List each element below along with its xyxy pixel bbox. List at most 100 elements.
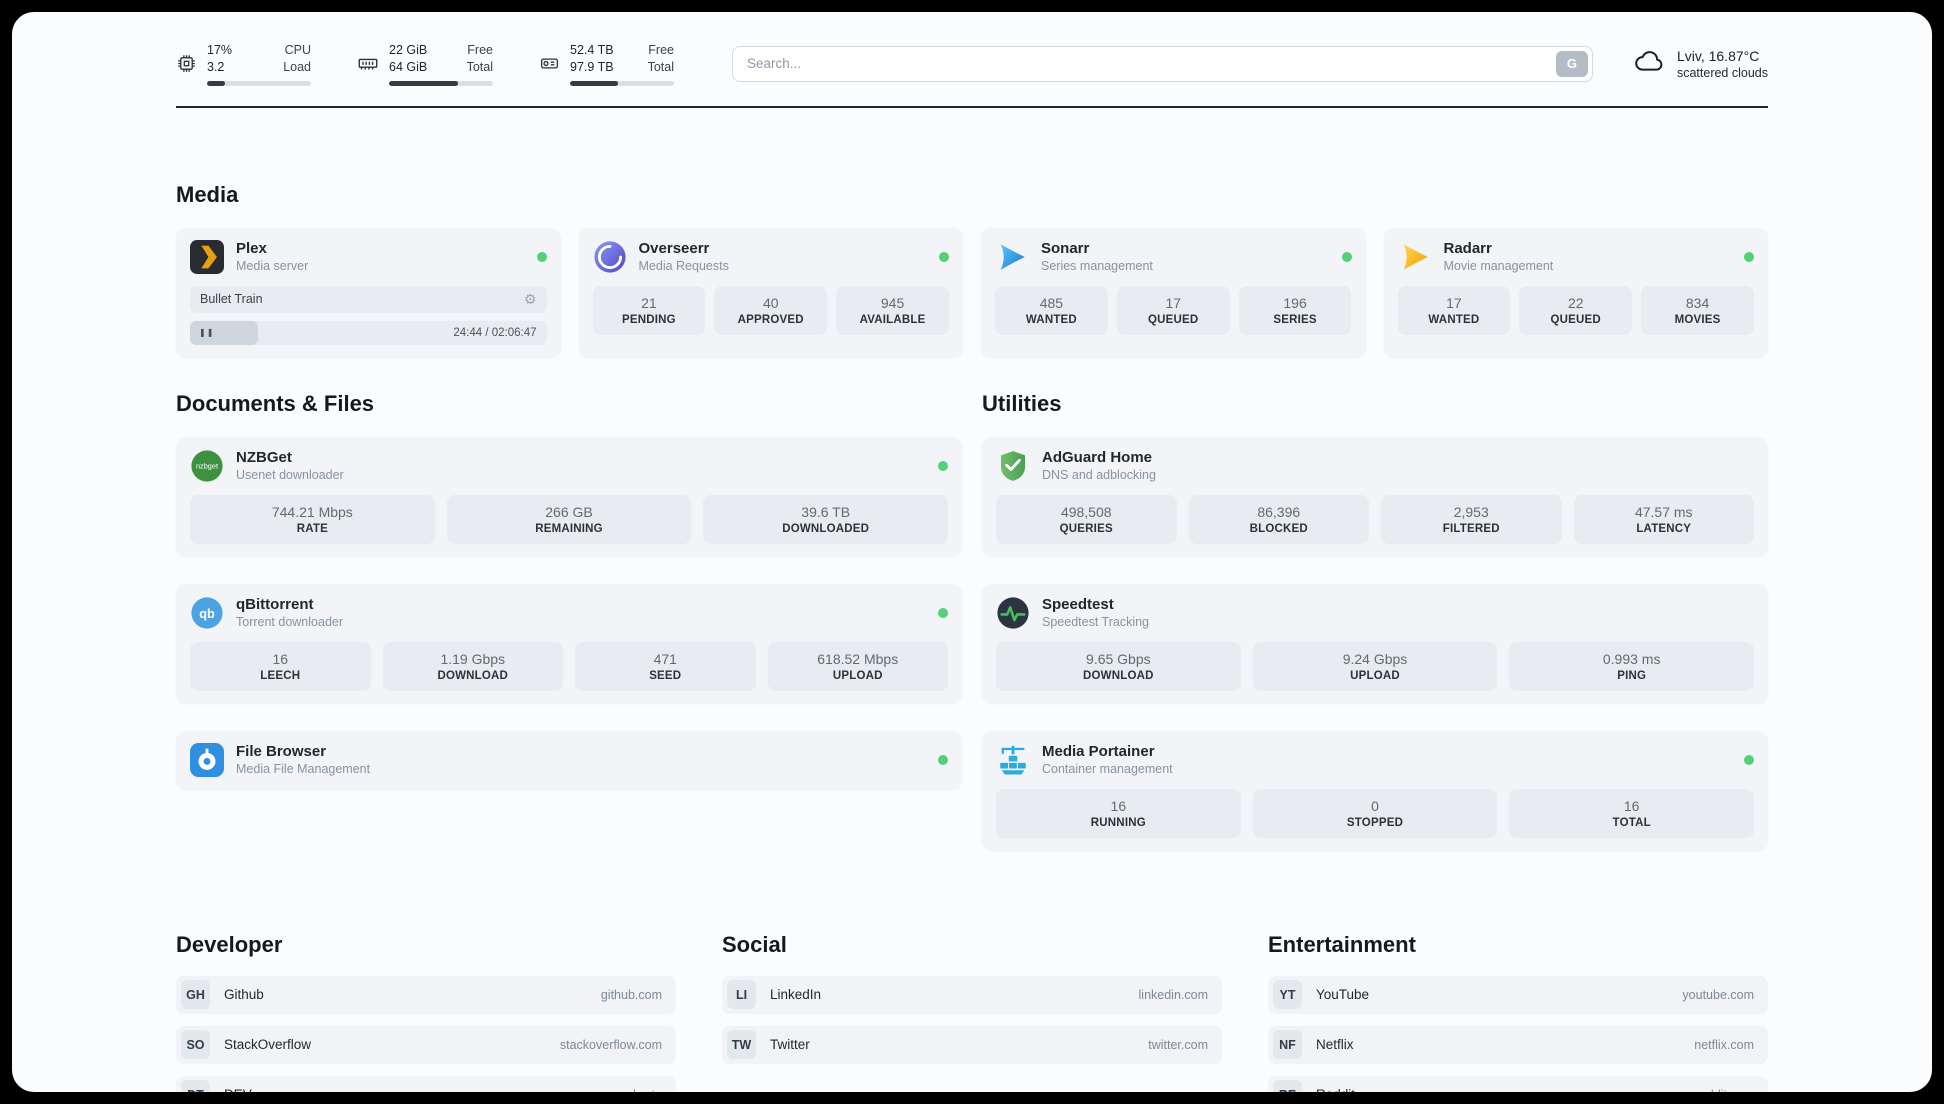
- service-subtitle: Container management: [1042, 762, 1173, 777]
- service-name: Speedtest: [1042, 596, 1114, 614]
- stat-wanted: 17 WANTED: [1397, 285, 1511, 335]
- plex-icon: [190, 239, 224, 274]
- disk-total-label: Total: [647, 59, 674, 74]
- disk-progress-bar: [570, 80, 674, 86]
- service-card-filebrowser[interactable]: File Browser Media File Management: [176, 730, 962, 789]
- weather-widget[interactable]: Lviv, 16.87°C scattered clouds: [1633, 45, 1768, 82]
- service-card-radarr[interactable]: Radarr Movie management 17 WANTED 22 QUEUE…: [1383, 227, 1768, 357]
- service-card-adguard[interactable]: AdGuard Home DNS and adblocking 498,508 Q…: [982, 436, 1768, 556]
- service-subtitle: Usenet downloader: [236, 468, 344, 483]
- ram-icon: [357, 53, 379, 75]
- settings-gear-icon[interactable]: ⚙: [523, 290, 537, 307]
- section-social: Social LI LinkedIn linkedin.com TW Twitt…: [722, 932, 1222, 1064]
- bookmark-reddit[interactable]: RE Reddit reddit.com: [1268, 1075, 1768, 1092]
- filebrowser-icon: [190, 742, 224, 777]
- stat-wanted: 485 WANTED: [995, 285, 1108, 335]
- bookmark-url: linkedin.com: [1138, 987, 1208, 1002]
- pause-icon[interactable]: ❚❚: [199, 328, 215, 338]
- stat-upload: 618.52 Mbps UPLOAD: [767, 641, 948, 691]
- service-card-sonarr[interactable]: Sonarr Series management 485 WANTED 17 QUE…: [981, 227, 1366, 357]
- section-title-utilities: Utilities: [982, 390, 1062, 416]
- disk-free-label: Free: [648, 43, 674, 57]
- stat-blocked: 86,396 BLOCKED: [1188, 494, 1369, 544]
- bookmark-youtube[interactable]: YT YouTube youtube.com: [1268, 975, 1768, 1014]
- stat-seed: 471 SEED: [575, 641, 756, 691]
- status-online-dot: [938, 460, 948, 471]
- bookmark-name: LinkedIn: [770, 987, 822, 1003]
- bookmark-url: netflix.com: [1694, 1037, 1754, 1052]
- bookmark-github[interactable]: GH Github github.com: [176, 975, 676, 1014]
- stat-queued: 17 QUEUED: [1116, 285, 1230, 335]
- stat-total: 16 TOTAL: [1509, 788, 1755, 838]
- now-playing-bar: Bullet Train ⚙: [190, 285, 547, 313]
- service-card-portainer[interactable]: Media Portainer Container management 16 R…: [982, 730, 1768, 850]
- service-card-overseerr[interactable]: Overseerr Media Requests 21 PENDING 40 APP…: [578, 227, 963, 357]
- bookmark-netflix[interactable]: NF Netflix netflix.com: [1268, 1025, 1768, 1064]
- service-name: Media Portainer: [1042, 743, 1155, 761]
- bookmark-abbr: SO: [181, 1030, 210, 1060]
- service-subtitle: Media server: [236, 259, 309, 274]
- service-subtitle: Movie management: [1443, 259, 1554, 274]
- search-input[interactable]: [732, 45, 1593, 82]
- cpu-progress-fill: [207, 80, 225, 86]
- bookmark-stackoverflow[interactable]: SO StackOverflow stackoverflow.com: [176, 1025, 676, 1064]
- status-online-dot: [536, 251, 547, 262]
- weather-location-temp: Lviv, 16.87°C: [1676, 47, 1760, 64]
- disk-total-value: 97.9 TB: [570, 59, 614, 74]
- bookmark-abbr: GH: [181, 980, 210, 1010]
- stat-queued: 22 QUEUED: [1519, 285, 1633, 335]
- bookmark-linkedin[interactable]: LI LinkedIn linkedin.com: [722, 975, 1222, 1014]
- service-subtitle: Media Requests: [638, 259, 729, 274]
- bookmark-name: Netflix: [1316, 1037, 1354, 1053]
- ram-progress-fill: [389, 80, 458, 86]
- stat-latency: 47.57 ms LATENCY: [1573, 494, 1754, 544]
- now-playing-title: Bullet Train: [200, 292, 263, 307]
- stat-leech: 16 LEECH: [190, 641, 371, 691]
- ram-progress-bar: [389, 80, 493, 86]
- cpu-icon: [176, 53, 197, 74]
- sonarr-icon: [995, 240, 1029, 274]
- service-card-nzbget[interactable]: nzbget NZBGet Usenet downloader 744.21 M…: [176, 436, 962, 556]
- bookmark-url: stackoverflow.com: [559, 1037, 662, 1052]
- status-online-dot: [1341, 251, 1352, 262]
- bookmark-name: Github: [224, 987, 264, 1003]
- stat-movies: 834 MOVIES: [1641, 285, 1754, 335]
- service-card-qbittorrent[interactable]: qb qBittorrent Torrent downloader 16 LEEC…: [176, 583, 962, 703]
- section-utilities: Utilities AdGuard Home: [982, 391, 1768, 850]
- status-online-dot: [1744, 251, 1754, 262]
- service-name: Overseerr: [638, 240, 710, 258]
- section-developer: Developer GH Github github.com SO StackO…: [176, 932, 676, 1092]
- section-documents: Documents & Files nzbget NZBGet Usenet d…: [176, 391, 962, 850]
- search-engine-button[interactable]: G: [1555, 50, 1588, 77]
- disk-monitor: 52.4 TB Free 97.9 TB Total: [539, 42, 674, 86]
- section-title-documents: Documents & Files: [176, 390, 375, 416]
- status-online-dot: [938, 754, 948, 765]
- bookmark-name: Reddit: [1316, 1087, 1355, 1092]
- cloud-icon: [1633, 45, 1665, 82]
- cpu-load-value: 3.2: [207, 59, 225, 74]
- playback-progress-bar[interactable]: ❚❚ 24:44 / 02:06:47: [190, 320, 547, 345]
- status-online-dot: [1744, 754, 1754, 765]
- bookmark-twitter[interactable]: TW Twitter twitter.com: [722, 1025, 1222, 1064]
- stat-approved: 40 APPROVED: [714, 285, 828, 335]
- radarr-icon: [1398, 240, 1432, 274]
- bookmark-dev[interactable]: DT DEV dev.to: [176, 1075, 676, 1092]
- service-card-plex[interactable]: Plex Media server Bullet Train ⚙ ❚❚ 24:4…: [176, 227, 561, 357]
- status-online-dot: [938, 607, 948, 618]
- stat-stopped: 0 STOPPED: [1252, 788, 1498, 838]
- status-online-dot: [939, 251, 949, 262]
- svg-text:nzbget: nzbget: [196, 461, 218, 470]
- disk-progress-fill: [570, 80, 618, 86]
- stat-downloaded: 39.6 TB DOWNLOADED: [703, 494, 949, 544]
- hard-drive-icon: [539, 53, 560, 74]
- bookmark-name: DEV: [224, 1087, 252, 1092]
- stat-available: 945 AVAILABLE: [836, 285, 949, 335]
- service-card-speedtest[interactable]: Speedtest Speedtest Tracking 9.65 Gbps DO…: [982, 583, 1768, 703]
- bookmark-url: github.com: [600, 987, 662, 1002]
- service-name: qBittorrent: [236, 596, 314, 614]
- stat-ping: 0.993 ms PING: [1509, 641, 1755, 691]
- bookmark-abbr: YT: [1273, 980, 1302, 1010]
- ram-free-label: Free: [467, 43, 493, 57]
- disk-free-value: 52.4 TB: [570, 43, 614, 57]
- section-title-media: Media: [176, 181, 239, 207]
